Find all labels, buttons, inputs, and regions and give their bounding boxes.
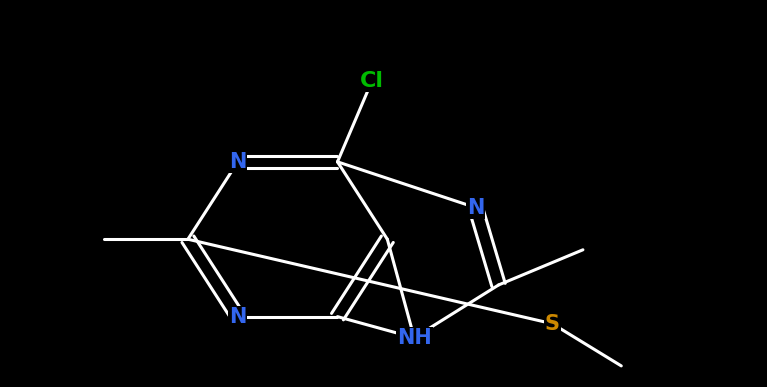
Text: NH: NH — [397, 328, 432, 348]
Text: S: S — [545, 314, 560, 334]
Text: N: N — [467, 198, 484, 217]
Text: N: N — [229, 307, 246, 327]
Text: N: N — [229, 152, 246, 172]
Text: Cl: Cl — [360, 71, 384, 91]
